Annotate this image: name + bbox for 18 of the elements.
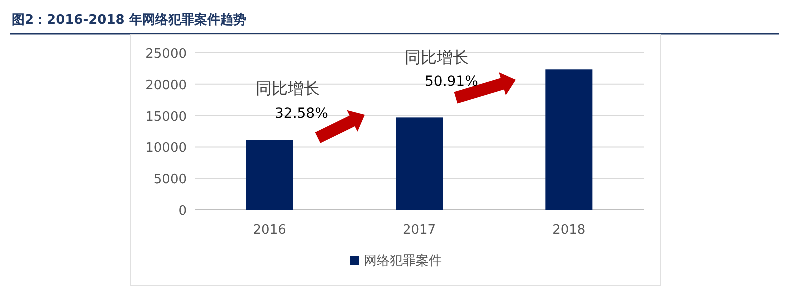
annotation: 50.91%: [425, 74, 478, 90]
y-tick-label: 15000: [146, 110, 187, 125]
legend-label: 网络犯罪案件: [364, 253, 442, 269]
x-tick-label: 2018: [552, 223, 586, 238]
y-tick-label: 20000: [146, 78, 187, 94]
bar: [246, 140, 294, 210]
bar: [546, 70, 593, 210]
y-tick-label: 0: [178, 204, 187, 219]
annotation: 同比增长: [405, 48, 469, 67]
chart-title: 图2：2016-2018 年网络犯罪案件趋势: [12, 12, 246, 28]
annotation: 同比增长: [256, 79, 320, 98]
y-tick-label: 25000: [146, 47, 187, 62]
x-tick-label: 2017: [402, 223, 436, 238]
x-tick-label: 2016: [253, 223, 286, 238]
y-tick-label: 10000: [146, 141, 187, 156]
y-tick-label: 5000: [154, 172, 187, 188]
bar: [396, 118, 443, 210]
annotation: 32.58%: [275, 106, 328, 122]
